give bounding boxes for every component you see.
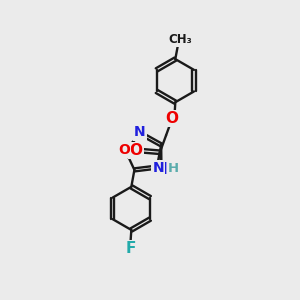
Text: N: N (134, 125, 146, 140)
Text: H: H (168, 162, 179, 175)
Text: N: N (153, 161, 164, 175)
Text: CH₃: CH₃ (168, 33, 192, 46)
Text: O: O (118, 143, 130, 157)
Text: O: O (130, 143, 142, 158)
Text: O: O (166, 111, 179, 126)
Text: F: F (125, 241, 136, 256)
Text: N: N (155, 162, 168, 177)
